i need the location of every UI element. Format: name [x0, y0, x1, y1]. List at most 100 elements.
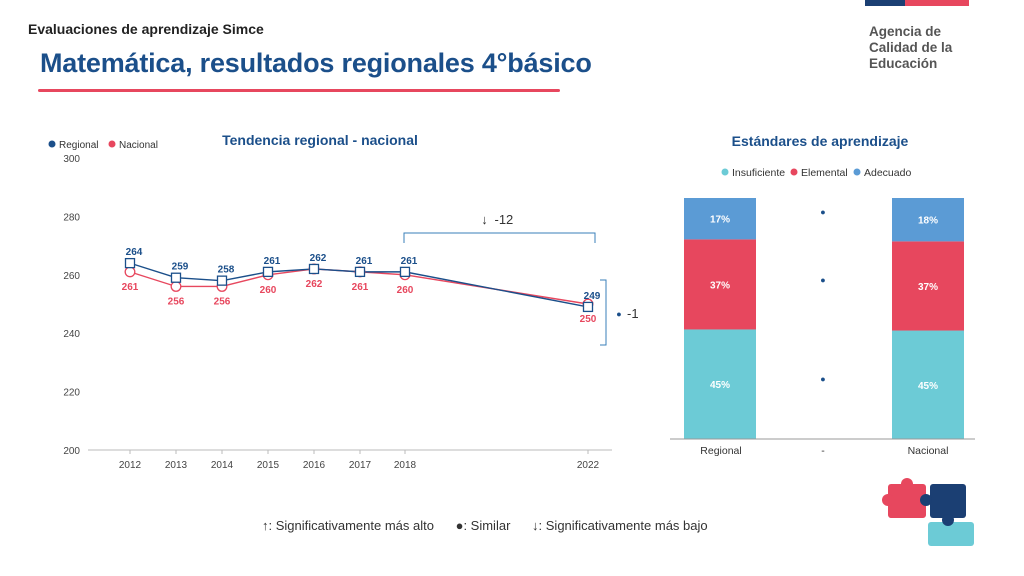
bar-category-label: - — [821, 445, 825, 457]
bar-segment-elemental — [684, 239, 756, 330]
x-tick-label: 2012 — [119, 460, 142, 471]
y-tick-label: 200 — [63, 446, 80, 457]
bar-chart-legend: Insuficiente Elemental Adecuado — [721, 167, 911, 179]
stacked-bars: 45% 37% 17% 45% 37% 18% ● ● ● — [684, 198, 964, 439]
legend-similar: ●: Similar — [455, 518, 511, 533]
similar-dot-icon: ● — [820, 275, 825, 285]
bar-segment-insuficiente — [892, 330, 964, 439]
agency-logo-text: Agencia de Calidad de la Educación — [869, 24, 952, 72]
change-value-label: -12 — [495, 212, 514, 227]
change-annotations: ↓ -12 ● -1 — [403, 212, 639, 346]
title-underline — [38, 89, 560, 92]
label-regional: 258 — [218, 265, 235, 276]
x-tick-label: 2016 — [303, 460, 326, 471]
label-regional: 259 — [172, 262, 189, 273]
similar-dot-icon: ● — [820, 207, 825, 217]
label-regional: 261 — [356, 256, 373, 267]
bar-segment-adecuado — [892, 198, 964, 242]
label-nacional: 260 — [397, 285, 414, 296]
legend-regional-label: Regional — [59, 140, 98, 151]
series-line-nacional — [129, 268, 589, 305]
legend-insuficiente-marker — [721, 168, 729, 176]
legend-nacional-label: Nacional — [119, 140, 158, 151]
point-regional — [582, 301, 594, 313]
change-bracket-2018-2022 — [403, 232, 596, 243]
y-tick-label: 240 — [63, 329, 80, 340]
point-regional — [170, 272, 182, 283]
label-nacional: 261 — [122, 282, 139, 293]
series-points — [124, 257, 594, 313]
legend-elemental-marker — [790, 168, 798, 176]
point-regional — [308, 263, 320, 275]
point-regional — [354, 266, 366, 278]
label-regional: 264 — [126, 247, 143, 258]
bar-category-label: Regional — [700, 445, 741, 457]
bar-segment-adecuado — [684, 198, 756, 240]
bar-segment-elemental — [892, 241, 964, 331]
point-nacional — [124, 266, 136, 278]
data-labels: 264 259 258 261 262 261 261 249 261 256 256 260 262 2… — [122, 247, 601, 325]
label-regional: 262 — [310, 253, 327, 264]
legend-adecuado-marker — [853, 168, 861, 176]
bar-segment-label: 45% — [710, 380, 730, 391]
line-chart-title: Tendencia regional - nacional — [222, 132, 418, 148]
x-tick-label: 2018 — [394, 460, 417, 471]
y-tick-label: 280 — [63, 212, 80, 223]
label-nacional: 260 — [260, 285, 277, 296]
similar-dot-icon: ● — [820, 374, 825, 384]
x-axis: 2012 2013 2014 2015 2016 2017 2018 2022 — [88, 449, 612, 471]
y-tick-label: 220 — [63, 388, 80, 399]
point-nacional — [170, 281, 182, 292]
trend-line-chart: Regional Nacional Tendencia regional - n… — [48, 132, 639, 471]
label-nacional: 256 — [214, 296, 231, 307]
label-regional: 261 — [401, 256, 418, 267]
brand-color-bar — [865, 0, 969, 6]
x-tick-label: 2014 — [211, 460, 234, 471]
series-line-regional — [129, 262, 589, 308]
legend-higher: ↑: Significativamente más alto — [262, 518, 434, 533]
x-tick-label: 2015 — [257, 460, 280, 471]
legend-elemental-label: Elemental — [801, 167, 848, 179]
brand-line-3: Educación — [869, 56, 938, 71]
x-tick-label: 2022 — [577, 460, 600, 471]
y-axis: 200 220 240 260 280 300 — [63, 154, 80, 457]
change-arrow-down-icon: ↓ — [481, 212, 488, 227]
label-nacional: 256 — [168, 296, 185, 307]
legend-regional-marker — [48, 140, 56, 148]
line-chart-legend: Regional Nacional — [48, 140, 158, 151]
label-regional: 249 — [584, 291, 601, 302]
bar-segment-label: 45% — [918, 381, 938, 392]
bar-chart-title: Estándares de aprendizaje — [732, 133, 909, 149]
page-title: Matemática, resultados regionales 4°bási… — [40, 48, 592, 78]
similar-dot-icon: ● — [616, 309, 621, 319]
point-regional — [262, 266, 274, 278]
legend-nacional-marker — [108, 140, 116, 148]
point-regional — [216, 275, 228, 286]
section-supertitle: Evaluaciones de aprendizaje Simce — [28, 21, 264, 37]
series-lines — [129, 262, 589, 308]
x-tick-label: 2017 — [349, 460, 372, 471]
label-nacional: 261 — [352, 282, 369, 293]
point-regional — [124, 257, 136, 269]
bar-category-labels: Regional - Nacional — [700, 445, 948, 457]
bar-segment-label: 18% — [918, 216, 938, 227]
bar-segment-insuficiente — [684, 329, 756, 439]
gap-value-label: -1 — [627, 306, 639, 321]
puzzle-icon — [882, 478, 974, 546]
brand-line-1: Agencia de — [869, 24, 942, 39]
x-tick-label: 2013 — [165, 460, 188, 471]
label-nacional: 250 — [580, 314, 597, 325]
standards-stacked-bar-chart: Estándares de aprendizaje Insuficiente E… — [670, 133, 975, 457]
y-tick-label: 260 — [63, 271, 80, 282]
bar-category-label: Nacional — [908, 445, 949, 457]
brand-line-2: Calidad de la — [869, 40, 953, 55]
legend-insuficiente-label: Insuficiente — [732, 167, 785, 179]
bar-segment-label: 37% — [710, 280, 730, 291]
legend-lower: ↓: Significativamente más bajo — [532, 518, 708, 533]
y-tick-label: 300 — [63, 154, 80, 165]
significance-legend: ↑: Significativamente más alto ●: Simila… — [262, 518, 726, 533]
bar-segment-label: 37% — [918, 282, 938, 293]
label-nacional: 262 — [306, 279, 323, 290]
point-regional — [399, 266, 411, 278]
legend-adecuado-label: Adecuado — [864, 167, 911, 179]
